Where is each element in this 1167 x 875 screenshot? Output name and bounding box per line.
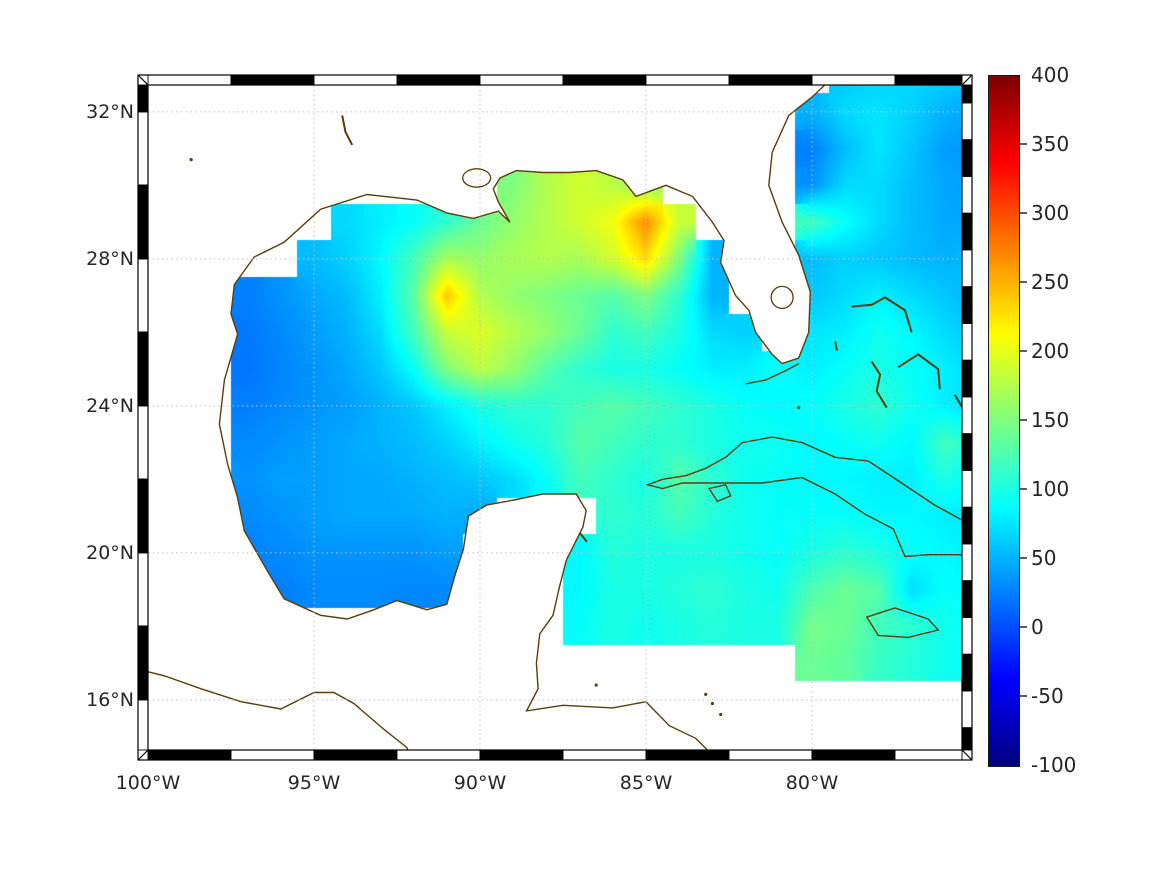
colorbar bbox=[988, 75, 1020, 767]
islet-dot bbox=[797, 406, 801, 410]
colorbar-tick-label: 200 bbox=[1031, 339, 1070, 363]
mainland-coastline bbox=[148, 85, 826, 750]
colorbar-tick-label: 0 bbox=[1031, 615, 1044, 639]
island-coastlines bbox=[189, 115, 962, 717]
colorbar-tick-label: 150 bbox=[1031, 408, 1070, 432]
colorbar-tick-label: 300 bbox=[1031, 201, 1070, 225]
y-tick-label: 32°N bbox=[86, 100, 134, 123]
small-island-coastline bbox=[870, 361, 888, 409]
colorbar-tick-label: 50 bbox=[1031, 546, 1057, 570]
x-tick-label: 85°W bbox=[619, 772, 673, 794]
small-island-coastline bbox=[851, 296, 913, 333]
lake-pontchartrain bbox=[462, 168, 492, 188]
colorbar-tick-label: 250 bbox=[1031, 270, 1070, 294]
colorbar-tick-label: -50 bbox=[1031, 684, 1064, 708]
cuba-coastline bbox=[645, 436, 962, 558]
y-tick-label: 20°N bbox=[86, 541, 134, 564]
isla-juventud-coastline bbox=[707, 483, 732, 503]
x-tick-label: 90°W bbox=[453, 772, 507, 794]
x-tick-label: 95°W bbox=[287, 772, 341, 794]
x-tick-label: 100°W bbox=[115, 772, 181, 794]
jamaica-coastline bbox=[865, 607, 940, 639]
map-content bbox=[148, 85, 826, 750]
islet-dot bbox=[189, 158, 193, 162]
small-island-coastline bbox=[897, 353, 941, 390]
map-frame bbox=[137, 74, 973, 761]
colorbar-tick-label: -100 bbox=[1031, 753, 1077, 777]
islet-dot bbox=[704, 692, 708, 696]
lake-okeechobee bbox=[770, 285, 794, 310]
x-tick-label: 80°W bbox=[785, 772, 839, 794]
islet-dot bbox=[710, 701, 715, 706]
colorbar-tick-label: 400 bbox=[1031, 63, 1070, 87]
islet-dot bbox=[594, 683, 598, 687]
small-island-coastline bbox=[341, 115, 354, 146]
small-island-coastline bbox=[578, 531, 588, 543]
colorbar-tick-label: 100 bbox=[1031, 477, 1070, 501]
islet-dot bbox=[719, 712, 723, 717]
colorbar-tick-label: 350 bbox=[1031, 132, 1070, 156]
small-island-coastline bbox=[953, 394, 962, 409]
y-tick-label: 28°N bbox=[86, 247, 134, 270]
small-island-coastline bbox=[834, 341, 838, 351]
y-tick-label: 24°N bbox=[86, 394, 134, 417]
florida-keys bbox=[745, 362, 800, 385]
y-tick-label: 16°N bbox=[86, 688, 134, 711]
